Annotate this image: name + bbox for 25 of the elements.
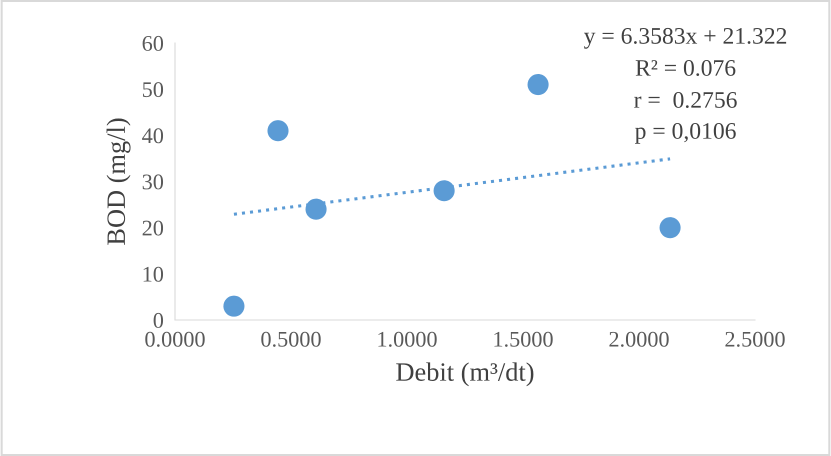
x-tick-label: 0.5000: [261, 332, 321, 347]
x-tick-label: 1.5000: [494, 332, 553, 347]
annotation: r = 0.2756: [634, 92, 737, 108]
x-tick-label: 1.0000: [378, 332, 437, 347]
annotation: y = 6.3583x + 21.322: [584, 28, 786, 49]
y-tick-label: 40: [142, 128, 164, 144]
y-tick-label: 20: [142, 220, 164, 236]
x-axis-title: Debit (m³/dt): [396, 362, 534, 386]
point: [434, 180, 455, 202]
y-tick-label: 0: [154, 312, 164, 328]
y-tick-label: 10: [144, 266, 164, 282]
x-tick-label: 2.5000: [725, 332, 785, 347]
x-tick-label: 2.0000: [609, 332, 669, 347]
annotation: R² = 0.076: [636, 60, 736, 76]
point: [223, 296, 244, 317]
y-tick-label: 30: [142, 174, 164, 190]
y-axis-title: BOD (mg/l): [106, 118, 131, 245]
x-tick-label: 0.0000: [145, 332, 205, 347]
y-tick-label: 50: [142, 82, 164, 98]
annotation: p = 0,0106: [635, 122, 736, 144]
point: [528, 74, 549, 96]
point: [306, 198, 327, 220]
point: [267, 120, 289, 142]
y-tick-label: 60: [142, 36, 164, 51]
point: [660, 217, 681, 238]
